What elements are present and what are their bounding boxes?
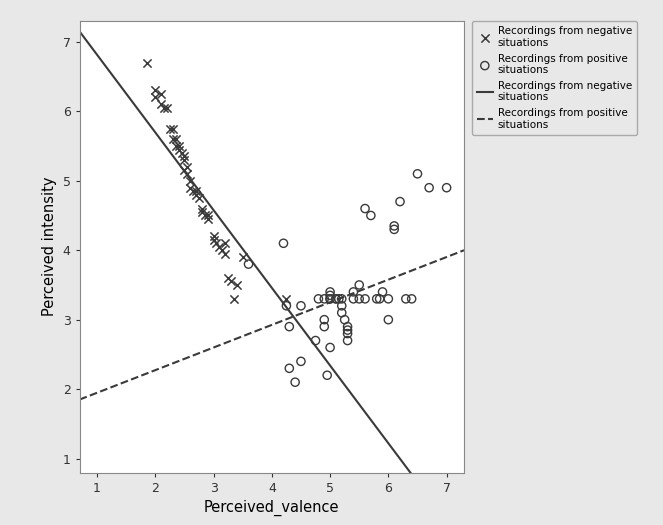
- Point: [389, 222, 400, 230]
- Point: [377, 288, 388, 296]
- Point: [365, 211, 376, 219]
- Point: [325, 295, 335, 303]
- Point: [319, 322, 330, 331]
- Point: [296, 357, 306, 365]
- Point: [182, 170, 193, 178]
- Point: [424, 184, 434, 192]
- Point: [360, 204, 371, 213]
- Point: [336, 295, 347, 303]
- Y-axis label: Perceived intensity: Perceived intensity: [42, 177, 57, 317]
- Point: [322, 371, 332, 380]
- Point: [331, 295, 341, 303]
- Point: [389, 225, 400, 234]
- Point: [185, 184, 196, 192]
- Point: [176, 149, 187, 157]
- Point: [342, 322, 353, 331]
- Point: [211, 239, 222, 247]
- Point: [339, 316, 350, 324]
- X-axis label: Perceived_valence: Perceived_valence: [204, 500, 339, 516]
- Point: [354, 295, 365, 303]
- Point: [173, 145, 184, 154]
- Point: [325, 291, 335, 300]
- Point: [278, 239, 289, 247]
- Point: [319, 295, 330, 303]
- Point: [281, 301, 292, 310]
- Point: [194, 194, 204, 202]
- Point: [197, 208, 208, 216]
- Point: [331, 295, 341, 303]
- Point: [225, 277, 236, 286]
- Point: [348, 288, 359, 296]
- Point: [383, 295, 394, 303]
- Point: [333, 295, 344, 303]
- Point: [197, 204, 208, 213]
- Point: [185, 176, 196, 185]
- Point: [188, 187, 198, 195]
- Point: [220, 249, 231, 258]
- Point: [162, 103, 172, 112]
- Point: [202, 211, 213, 219]
- Point: [342, 337, 353, 345]
- Point: [191, 191, 202, 199]
- Point: [360, 295, 371, 303]
- Point: [156, 100, 166, 109]
- Point: [217, 246, 227, 255]
- Point: [150, 93, 160, 102]
- Point: [191, 187, 202, 195]
- Point: [348, 295, 359, 303]
- Point: [237, 253, 248, 261]
- Point: [223, 274, 233, 282]
- Point: [371, 295, 382, 303]
- Point: [214, 243, 225, 251]
- Point: [231, 281, 242, 289]
- Point: [158, 103, 169, 112]
- Point: [170, 142, 181, 150]
- Point: [202, 215, 213, 223]
- Point: [220, 239, 231, 247]
- Point: [310, 337, 321, 345]
- Point: [336, 301, 347, 310]
- Point: [208, 236, 219, 244]
- Point: [375, 295, 385, 303]
- Point: [284, 322, 294, 331]
- Point: [336, 309, 347, 317]
- Point: [168, 124, 178, 133]
- Point: [354, 281, 365, 289]
- Point: [290, 378, 300, 386]
- Point: [325, 343, 335, 352]
- Point: [182, 163, 193, 171]
- Point: [406, 295, 417, 303]
- Point: [150, 86, 160, 94]
- Point: [243, 260, 254, 268]
- Point: [394, 197, 405, 206]
- Point: [342, 326, 353, 334]
- Legend: Recordings from negative
situations, Recordings from positive
situations, Record: Recordings from negative situations, Rec…: [472, 21, 637, 135]
- Point: [342, 329, 353, 338]
- Point: [296, 301, 306, 310]
- Point: [383, 316, 394, 324]
- Point: [164, 124, 175, 133]
- Point: [319, 316, 330, 324]
- Point: [156, 90, 166, 98]
- Point: [200, 211, 210, 219]
- Point: [179, 166, 190, 174]
- Point: [208, 232, 219, 240]
- Point: [325, 295, 335, 303]
- Point: [325, 288, 335, 296]
- Point: [400, 295, 411, 303]
- Point: [170, 135, 181, 143]
- Point: [173, 142, 184, 150]
- Point: [284, 364, 294, 373]
- Point: [179, 152, 190, 161]
- Point: [412, 170, 423, 178]
- Point: [281, 295, 292, 303]
- Point: [168, 135, 178, 143]
- Point: [229, 295, 239, 303]
- Point: [442, 184, 452, 192]
- Point: [179, 156, 190, 164]
- Point: [141, 58, 152, 67]
- Point: [313, 295, 324, 303]
